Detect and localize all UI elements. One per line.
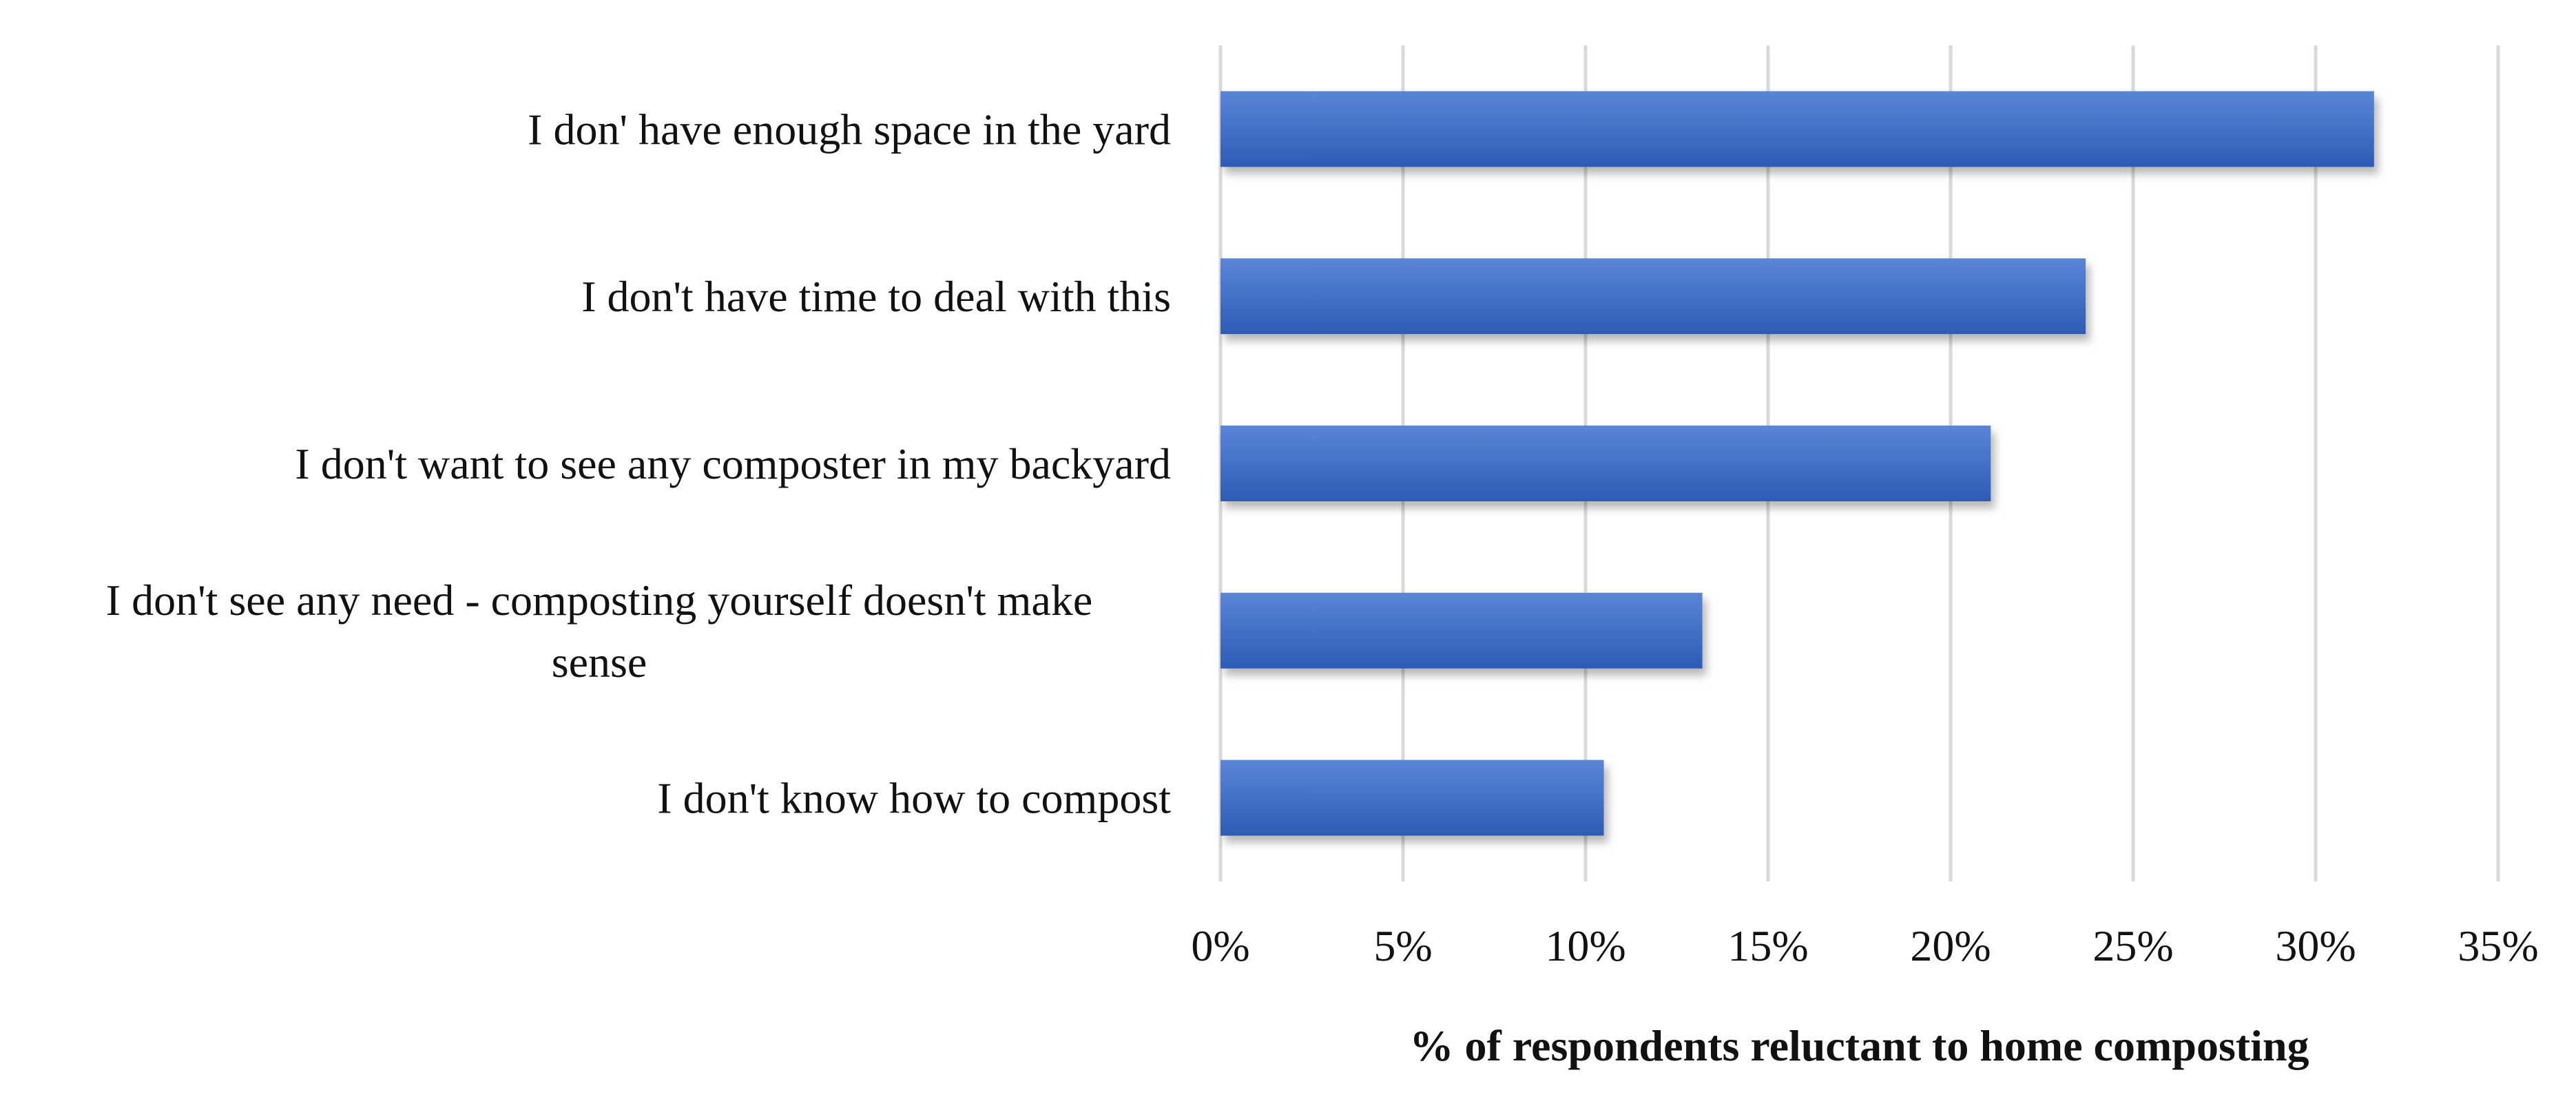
category-label: I don't want to see any composter in my …	[295, 439, 1171, 488]
bar	[1221, 91, 2374, 167]
bars	[1221, 91, 2374, 836]
bar	[1221, 760, 1604, 836]
bar	[1221, 258, 2086, 335]
bar	[1221, 592, 1703, 669]
x-tick-label: 5%	[1373, 921, 1432, 970]
x-tick-label: 0%	[1191, 921, 1249, 970]
x-tick-label: 30%	[2275, 921, 2356, 970]
x-tick-label: 20%	[1910, 921, 1991, 970]
category-label: I don't know how to compost	[657, 774, 1171, 823]
category-label: I don' have enough space in the yard	[528, 105, 1171, 154]
category-label: I don't see any need - composting yourse…	[106, 576, 1092, 687]
x-tick-label: 15%	[1727, 921, 1808, 970]
category-label: I don't have time to deal with this	[581, 272, 1171, 321]
x-tick-label: 35%	[2458, 921, 2538, 970]
x-axis-ticks: 0% 5% 10% 15% 20% 25% 30% 35%	[1191, 921, 2538, 970]
category-labels: I don' have enough space in the yard I do…	[106, 105, 1171, 822]
bar	[1221, 426, 1991, 501]
x-axis-title: % of respondents reluctant to home compo…	[1409, 1021, 2309, 1070]
x-tick-label: 10%	[1545, 921, 1625, 970]
x-tick-label: 25%	[2092, 921, 2173, 970]
